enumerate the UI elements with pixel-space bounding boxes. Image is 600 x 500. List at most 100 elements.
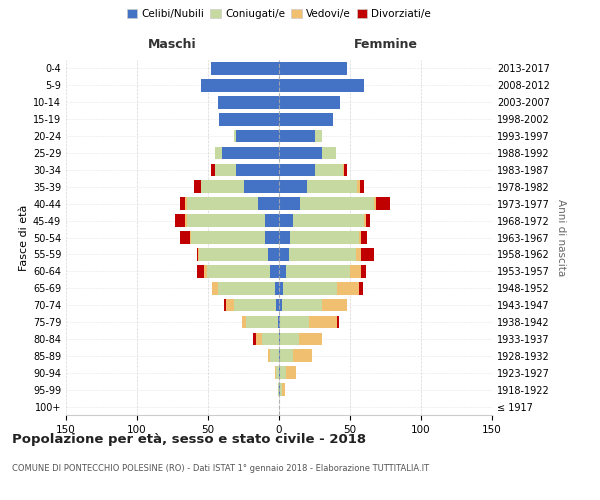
Bar [361,231,367,244]
Bar [280,332,299,345]
Bar [215,164,236,176]
Bar [307,180,357,193]
Bar [179,198,185,210]
Bar [242,316,247,328]
Bar [360,180,364,193]
Bar [279,366,280,379]
Bar [271,265,279,278]
Bar [268,248,279,260]
Bar [279,180,307,193]
Bar [268,350,271,362]
Bar [279,282,283,294]
Bar [337,282,359,294]
Text: Femmine: Femmine [353,38,418,51]
Bar [211,62,279,75]
Bar [279,316,280,328]
Bar [278,384,279,396]
Bar [322,146,336,160]
Bar [280,384,282,396]
Bar [226,299,233,312]
Bar [233,299,276,312]
Bar [265,231,279,244]
Bar [275,282,279,294]
Bar [236,164,279,176]
Bar [279,62,347,75]
Bar [364,214,365,227]
Bar [279,332,280,345]
Bar [198,248,199,260]
Bar [271,350,279,362]
Bar [275,366,276,379]
Bar [279,231,290,244]
Bar [179,231,190,244]
Bar [191,231,265,244]
Y-axis label: Fasce di età: Fasce di età [19,204,29,270]
Bar [236,130,279,142]
Bar [282,299,322,312]
Bar [357,180,360,193]
Bar [278,316,279,328]
Bar [212,282,218,294]
Bar [201,180,244,193]
Bar [222,146,279,160]
Bar [194,180,201,193]
Bar [279,299,282,312]
Y-axis label: Anni di nascita: Anni di nascita [556,199,566,276]
Bar [185,214,187,227]
Bar [343,164,344,176]
Bar [283,282,337,294]
Bar [337,316,338,328]
Bar [361,248,374,260]
Bar [279,79,364,92]
Bar [299,332,322,345]
Bar [258,198,279,210]
Bar [376,198,390,210]
Text: COMUNE DI PONTECCHIO POLESINE (RO) - Dati ISTAT 1° gennaio 2018 - Elaborazione T: COMUNE DI PONTECCHIO POLESINE (RO) - Dat… [12,464,429,473]
Bar [262,332,279,345]
Text: Popolazione per età, sesso e stato civile - 2018: Popolazione per età, sesso e stato civil… [12,432,366,446]
Bar [322,299,347,312]
Bar [276,366,279,379]
Bar [374,198,376,210]
Bar [350,265,361,278]
Bar [244,180,279,193]
Bar [199,248,268,260]
Bar [361,265,365,278]
Bar [187,198,258,210]
Bar [211,164,215,176]
Bar [359,231,361,244]
Bar [187,214,265,227]
Bar [365,214,370,227]
Bar [279,146,322,160]
Bar [314,130,322,142]
Bar [204,265,206,278]
Bar [279,130,314,142]
Bar [282,384,284,396]
Bar [279,265,286,278]
Text: Maschi: Maschi [148,38,197,51]
Bar [197,248,198,260]
Bar [290,231,359,244]
Bar [247,316,278,328]
Bar [224,299,226,312]
Bar [279,164,314,176]
Bar [218,282,275,294]
Bar [215,146,222,160]
Bar [279,248,289,260]
Bar [359,282,363,294]
Bar [201,79,279,92]
Bar [265,214,279,227]
Bar [206,265,271,278]
Bar [233,130,236,142]
Bar [280,316,309,328]
Bar [279,384,280,396]
Bar [185,198,187,210]
Bar [280,366,286,379]
Bar [276,299,279,312]
Bar [220,113,279,126]
Bar [279,214,293,227]
Bar [309,316,337,328]
Bar [253,332,256,345]
Legend: Celibi/Nubili, Coniugati/e, Vedovi/e, Divorziati/e: Celibi/Nubili, Coniugati/e, Vedovi/e, Di… [122,5,436,23]
Bar [314,164,343,176]
